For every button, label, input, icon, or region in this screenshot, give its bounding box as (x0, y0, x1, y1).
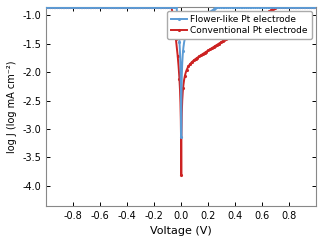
Y-axis label: log J (log mA cm⁻²): log J (log mA cm⁻²) (7, 60, 17, 153)
X-axis label: Voltage (V): Voltage (V) (150, 226, 212, 236)
Flower-like Pt electrode (179, 136, 183, 139)
Conventional Pt electrode (45, 6, 48, 9)
Legend: Flower-like Pt electrode, Conventional Pt electrode: Flower-like Pt electrode, Conventional P… (167, 11, 312, 39)
Flower-like Pt electrode (280, 6, 284, 9)
Conventional Pt electrode (314, 6, 318, 9)
Flower-like Pt electrode (160, 6, 163, 9)
Conventional Pt electrode (148, 6, 152, 9)
Flower-like Pt electrode (148, 6, 152, 9)
Flower-like Pt electrode (314, 6, 318, 9)
Flower-like Pt electrode (309, 6, 313, 9)
Conventional Pt electrode (179, 174, 183, 176)
Flower-like Pt electrode (45, 6, 48, 9)
Flower-like Pt electrode (91, 6, 95, 9)
Conventional Pt electrode (75, 6, 79, 9)
Conventional Pt electrode (309, 6, 313, 9)
Conventional Pt electrode (160, 6, 163, 9)
Line: Flower-like Pt electrode: Flower-like Pt electrode (45, 5, 318, 139)
Conventional Pt electrode (280, 6, 284, 9)
Line: Conventional Pt electrode: Conventional Pt electrode (45, 5, 318, 177)
Conventional Pt electrode (91, 6, 95, 9)
Flower-like Pt electrode (75, 6, 79, 9)
